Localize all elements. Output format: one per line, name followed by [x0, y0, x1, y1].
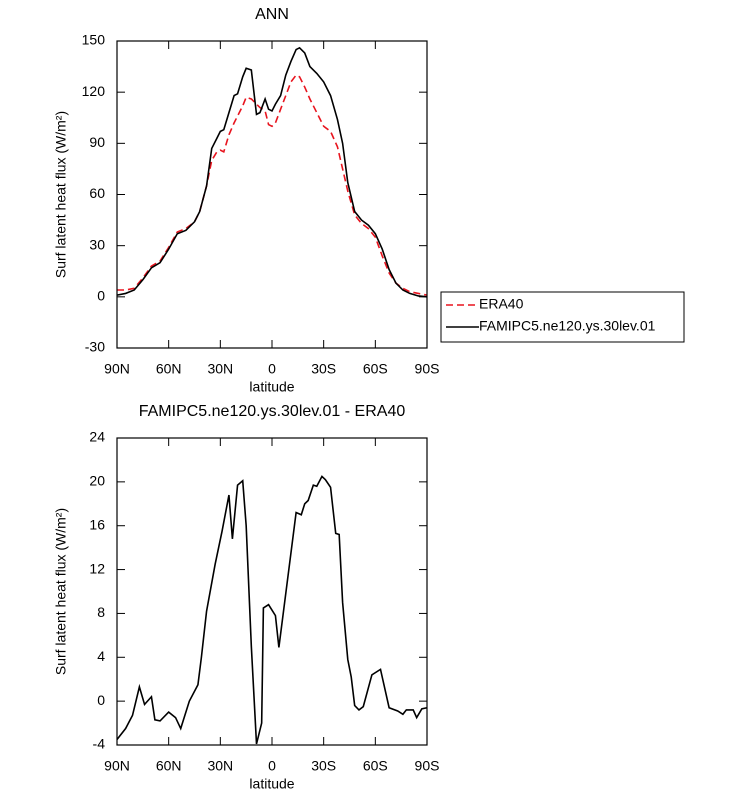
x-tick-label: 60S	[363, 361, 388, 377]
plot-frame	[116, 40, 428, 349]
x-tick-label: 0	[268, 361, 276, 377]
data-line	[117, 74, 428, 296]
x-tick-label: 60N	[156, 361, 182, 377]
legend-box	[440, 291, 685, 343]
y-tick-label: 90	[89, 134, 105, 150]
x-tick-label: 60S	[363, 758, 388, 774]
x-tick-label: 90S	[415, 361, 440, 377]
x-tick-label: 30N	[207, 361, 233, 377]
plot-frame	[116, 437, 428, 746]
x-tick-label: 30S	[311, 361, 336, 377]
x-tick-label: 30N	[207, 758, 233, 774]
chart-title: FAMIPC5.ne120.ys.30lev.01 - ERA40	[139, 403, 406, 420]
y-tick-label: 60	[89, 185, 105, 201]
y-tick-label: 0	[97, 288, 105, 304]
x-tick-label: 60N	[156, 758, 182, 774]
y-tick-label: -4	[93, 736, 106, 752]
chart-title: ANN	[255, 6, 289, 23]
legend-label: FAMIPC5.ne120.ys.30lev.01	[479, 318, 656, 334]
y-tick-label: 24	[89, 429, 105, 445]
x-tick-label: 0	[268, 758, 276, 774]
y-tick-label: -30	[85, 339, 105, 355]
x-tick-label: 90S	[415, 758, 440, 774]
y-tick-label: 120	[82, 83, 106, 99]
y-tick-label: 0	[97, 692, 105, 708]
y-tick-label: 4	[97, 648, 105, 664]
y-tick-label: 12	[89, 560, 105, 576]
y-axis-label: Surf latent heat flux (W/m²)	[53, 111, 69, 278]
x-axis-label: latitude	[249, 379, 294, 395]
y-tick-label: 150	[82, 32, 106, 48]
x-tick-label: 90N	[104, 758, 130, 774]
data-line	[116, 475, 428, 745]
y-axis-label: Surf latent heat flux (W/m²)	[53, 508, 69, 675]
x-axis-label: latitude	[249, 776, 294, 792]
x-tick-label: 90N	[104, 361, 130, 377]
y-tick-label: 30	[89, 236, 105, 252]
legend-label: ERA40	[479, 296, 524, 312]
y-tick-label: 16	[89, 516, 105, 532]
x-tick-label: 30S	[311, 758, 336, 774]
data-line	[116, 46, 428, 298]
y-tick-label: 20	[89, 473, 105, 489]
y-tick-label: 8	[97, 604, 105, 620]
